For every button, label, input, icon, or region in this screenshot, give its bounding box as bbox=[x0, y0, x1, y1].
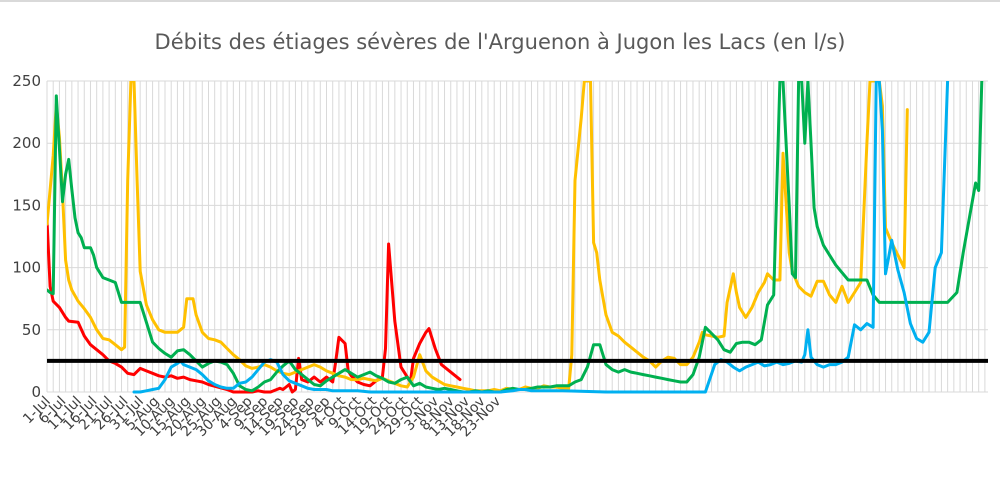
y-tick-label: 50 bbox=[22, 321, 41, 339]
y-tick-label: 250 bbox=[12, 72, 41, 90]
vertical-gridlines bbox=[46, 81, 986, 392]
series-lines bbox=[47, 81, 984, 394]
y-tick-label: 0 bbox=[31, 383, 41, 401]
y-tick-label: 150 bbox=[12, 196, 41, 214]
series-line-1 bbox=[47, 218, 462, 394]
series-line-4 bbox=[132, 81, 950, 394]
x-axis-ticks: 1-Jul6-Jul11-Jul16-Jul21-Jul26-Jul31-Jul… bbox=[20, 393, 504, 440]
y-tick-label: 100 bbox=[12, 259, 41, 277]
y-tick-label: 200 bbox=[12, 134, 41, 152]
horizontal-gridlines bbox=[47, 80, 988, 393]
y-axis-ticks: 0 50 100 150 200 250 bbox=[12, 72, 41, 401]
chart-title: Débits des étiages sévères de l'Arguenon… bbox=[154, 30, 846, 54]
